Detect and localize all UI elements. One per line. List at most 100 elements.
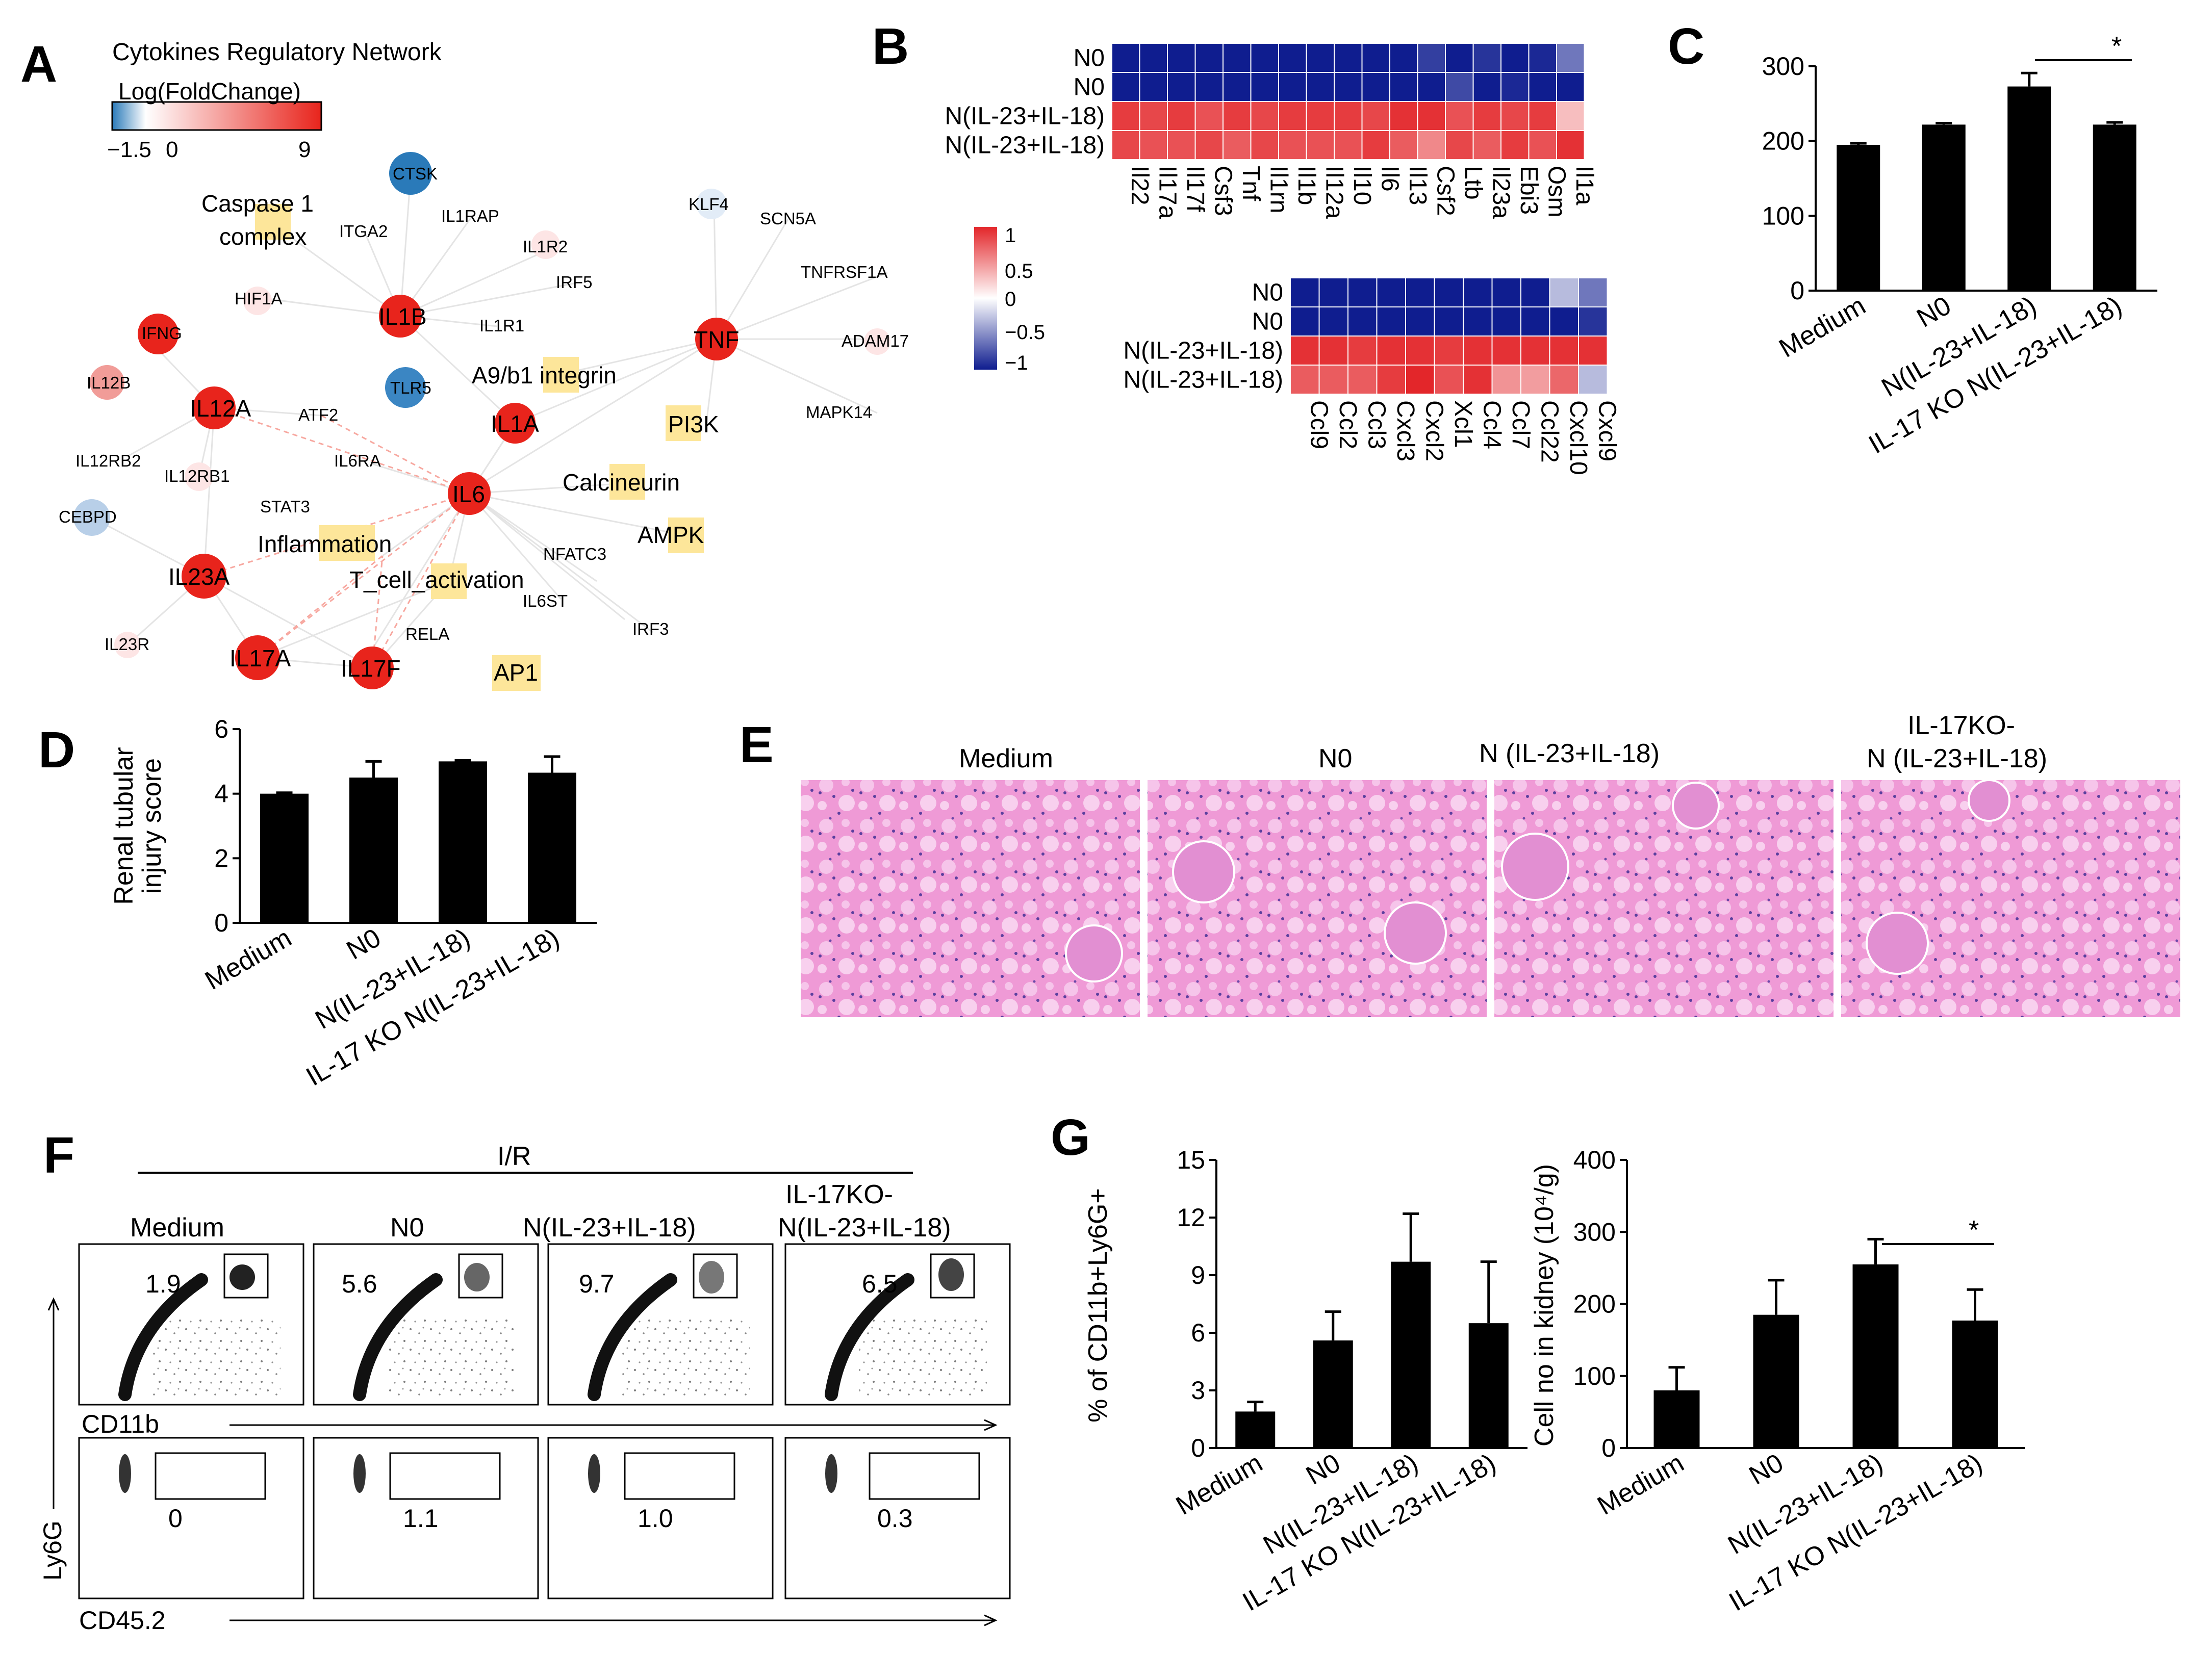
y-tick-label: 0 — [1790, 276, 1804, 305]
heatmap-cell — [1223, 130, 1252, 160]
label-il12rb1: IL12RB1 — [164, 467, 230, 485]
panel-label-f: F — [43, 1127, 74, 1184]
heatmap-cell — [1347, 306, 1378, 337]
label-tcell: T_cell_activation — [349, 566, 524, 593]
glomerulus — [1968, 779, 2010, 822]
flow-gate — [389, 1452, 501, 1500]
heatmap-cell — [1578, 277, 1608, 307]
label-itga2: ITGA2 — [339, 222, 388, 241]
heatmap-col-label: Csf2 — [1432, 166, 1459, 216]
heatmap-cell — [1472, 130, 1501, 160]
heatmap-cell — [1111, 130, 1140, 160]
panel-label-c: C — [1668, 18, 1704, 75]
heatmap-col-label: Il1rn — [1265, 166, 1292, 213]
heatmap-cell — [1194, 101, 1224, 131]
y-tick-label: 0 — [214, 909, 228, 937]
heatmap-row-label: N0 — [1252, 308, 1283, 335]
network-nodes — [73, 152, 890, 689]
y-tick-label: 0 — [1191, 1434, 1205, 1462]
bar — [1852, 1264, 1899, 1448]
flow-x-label-top: CD11b — [82, 1410, 159, 1438]
node-tnf — [695, 318, 738, 360]
flow-box-bottom — [78, 1437, 304, 1599]
heatmap-cell — [1389, 130, 1418, 160]
hm-scale-m05: −0.5 — [1005, 321, 1045, 344]
heatmap-cell — [1334, 130, 1363, 160]
histology-ko — [1841, 780, 2180, 1017]
heatmap-cell — [1528, 43, 1557, 73]
flow-top-row: 1.9 5.6 9.7 6.5 — [78, 1243, 1011, 1406]
node-il17a — [235, 635, 280, 680]
y-tick-label: 2 — [214, 844, 228, 872]
flow-gate — [624, 1452, 735, 1500]
heatmap-cell — [1194, 43, 1224, 73]
heatmap-cell — [1405, 306, 1435, 337]
panel-a: A Cytokines Regulatory Network Log(FoldC… — [20, 36, 909, 691]
panel-label-e: E — [740, 716, 774, 773]
label-mapk14: MAPK14 — [806, 403, 872, 422]
heatmap-col-label: Ltb — [1460, 166, 1487, 200]
bar — [1952, 1320, 1998, 1448]
label-il6: IL6 — [452, 481, 485, 507]
heatmap-cell — [1139, 43, 1168, 73]
flow-pct-bottom: 0 — [168, 1504, 183, 1533]
colorbar-title: Log(FoldChange) — [118, 78, 301, 105]
y-tick-label: 4 — [214, 780, 228, 808]
label-il6st: IL6ST — [523, 591, 568, 610]
heatmap-cell — [1549, 306, 1579, 337]
heatmap-cell — [1290, 335, 1320, 366]
bar — [1468, 1323, 1509, 1448]
flow-gate — [930, 1253, 975, 1299]
label-ifng: IFNG — [142, 324, 182, 343]
label-il1r1: IL1R1 — [479, 316, 524, 335]
y-axis-label: % of CD11b+Ly6G+ — [1083, 1188, 1113, 1423]
heatmap-cell — [1472, 101, 1501, 131]
heatmap-cell — [1167, 101, 1196, 131]
heatmap-row-label: N(IL-23+IL-18) — [1124, 337, 1283, 364]
heatmap-cell — [1318, 306, 1348, 337]
x-tick-label: N0 — [342, 923, 386, 965]
caption-ko-n: N (IL-23+IL-18) — [1867, 744, 2047, 773]
heatmap-cell — [1139, 101, 1168, 131]
heatmap-cell — [1376, 306, 1406, 337]
colorbar-tick-min: −1.5 — [107, 137, 151, 162]
heatmap-cell — [1417, 130, 1446, 160]
heatmap-cell — [1167, 72, 1196, 102]
glomerulus — [1501, 833, 1569, 901]
heatmap-cell — [1491, 277, 1521, 307]
heatmap-cell — [1528, 130, 1557, 160]
label-rela: RELA — [405, 625, 449, 643]
flow-group-ko-n: N(IL-23+IL-18) — [778, 1213, 951, 1243]
y-tick-label: 100 — [1762, 201, 1804, 230]
node-il12rb1 — [185, 462, 213, 491]
label-il12a: IL12A — [190, 395, 251, 422]
node-klf4 — [696, 189, 727, 219]
panel-e: E Medium N0 N (IL-23+IL-18) IL-17KO- N (… — [740, 711, 2180, 1017]
label-il17a: IL17A — [230, 645, 291, 671]
heatmap-cell — [1306, 43, 1335, 73]
flow-pct-top: 5.6 — [342, 1270, 377, 1298]
hm-scale-0: 0 — [1005, 288, 1016, 311]
label-tnf: TNF — [694, 326, 739, 353]
flow-pct-bottom: 1.0 — [638, 1504, 673, 1533]
heatmap-cell — [1318, 277, 1348, 307]
heatmap-cell — [1463, 335, 1493, 366]
bar — [1653, 1390, 1700, 1448]
y-tick-label: 200 — [1762, 127, 1804, 156]
heatmap-cell — [1376, 365, 1406, 395]
hm-scale-1: 1 — [1005, 224, 1016, 247]
node-adam17 — [864, 328, 890, 355]
heatmap-cell — [1250, 101, 1279, 131]
heatmap-row-label: N0 — [1252, 279, 1283, 306]
bar — [528, 772, 576, 923]
label-il12b: IL12B — [87, 373, 131, 392]
y-tick-label: 9 — [1191, 1261, 1205, 1289]
heatmap-cell — [1528, 72, 1557, 102]
heatmap-cell — [1445, 130, 1474, 160]
bar — [260, 793, 309, 923]
heatmap-cell — [1389, 101, 1418, 131]
bar — [1922, 124, 1966, 291]
node-il1a — [495, 403, 536, 444]
